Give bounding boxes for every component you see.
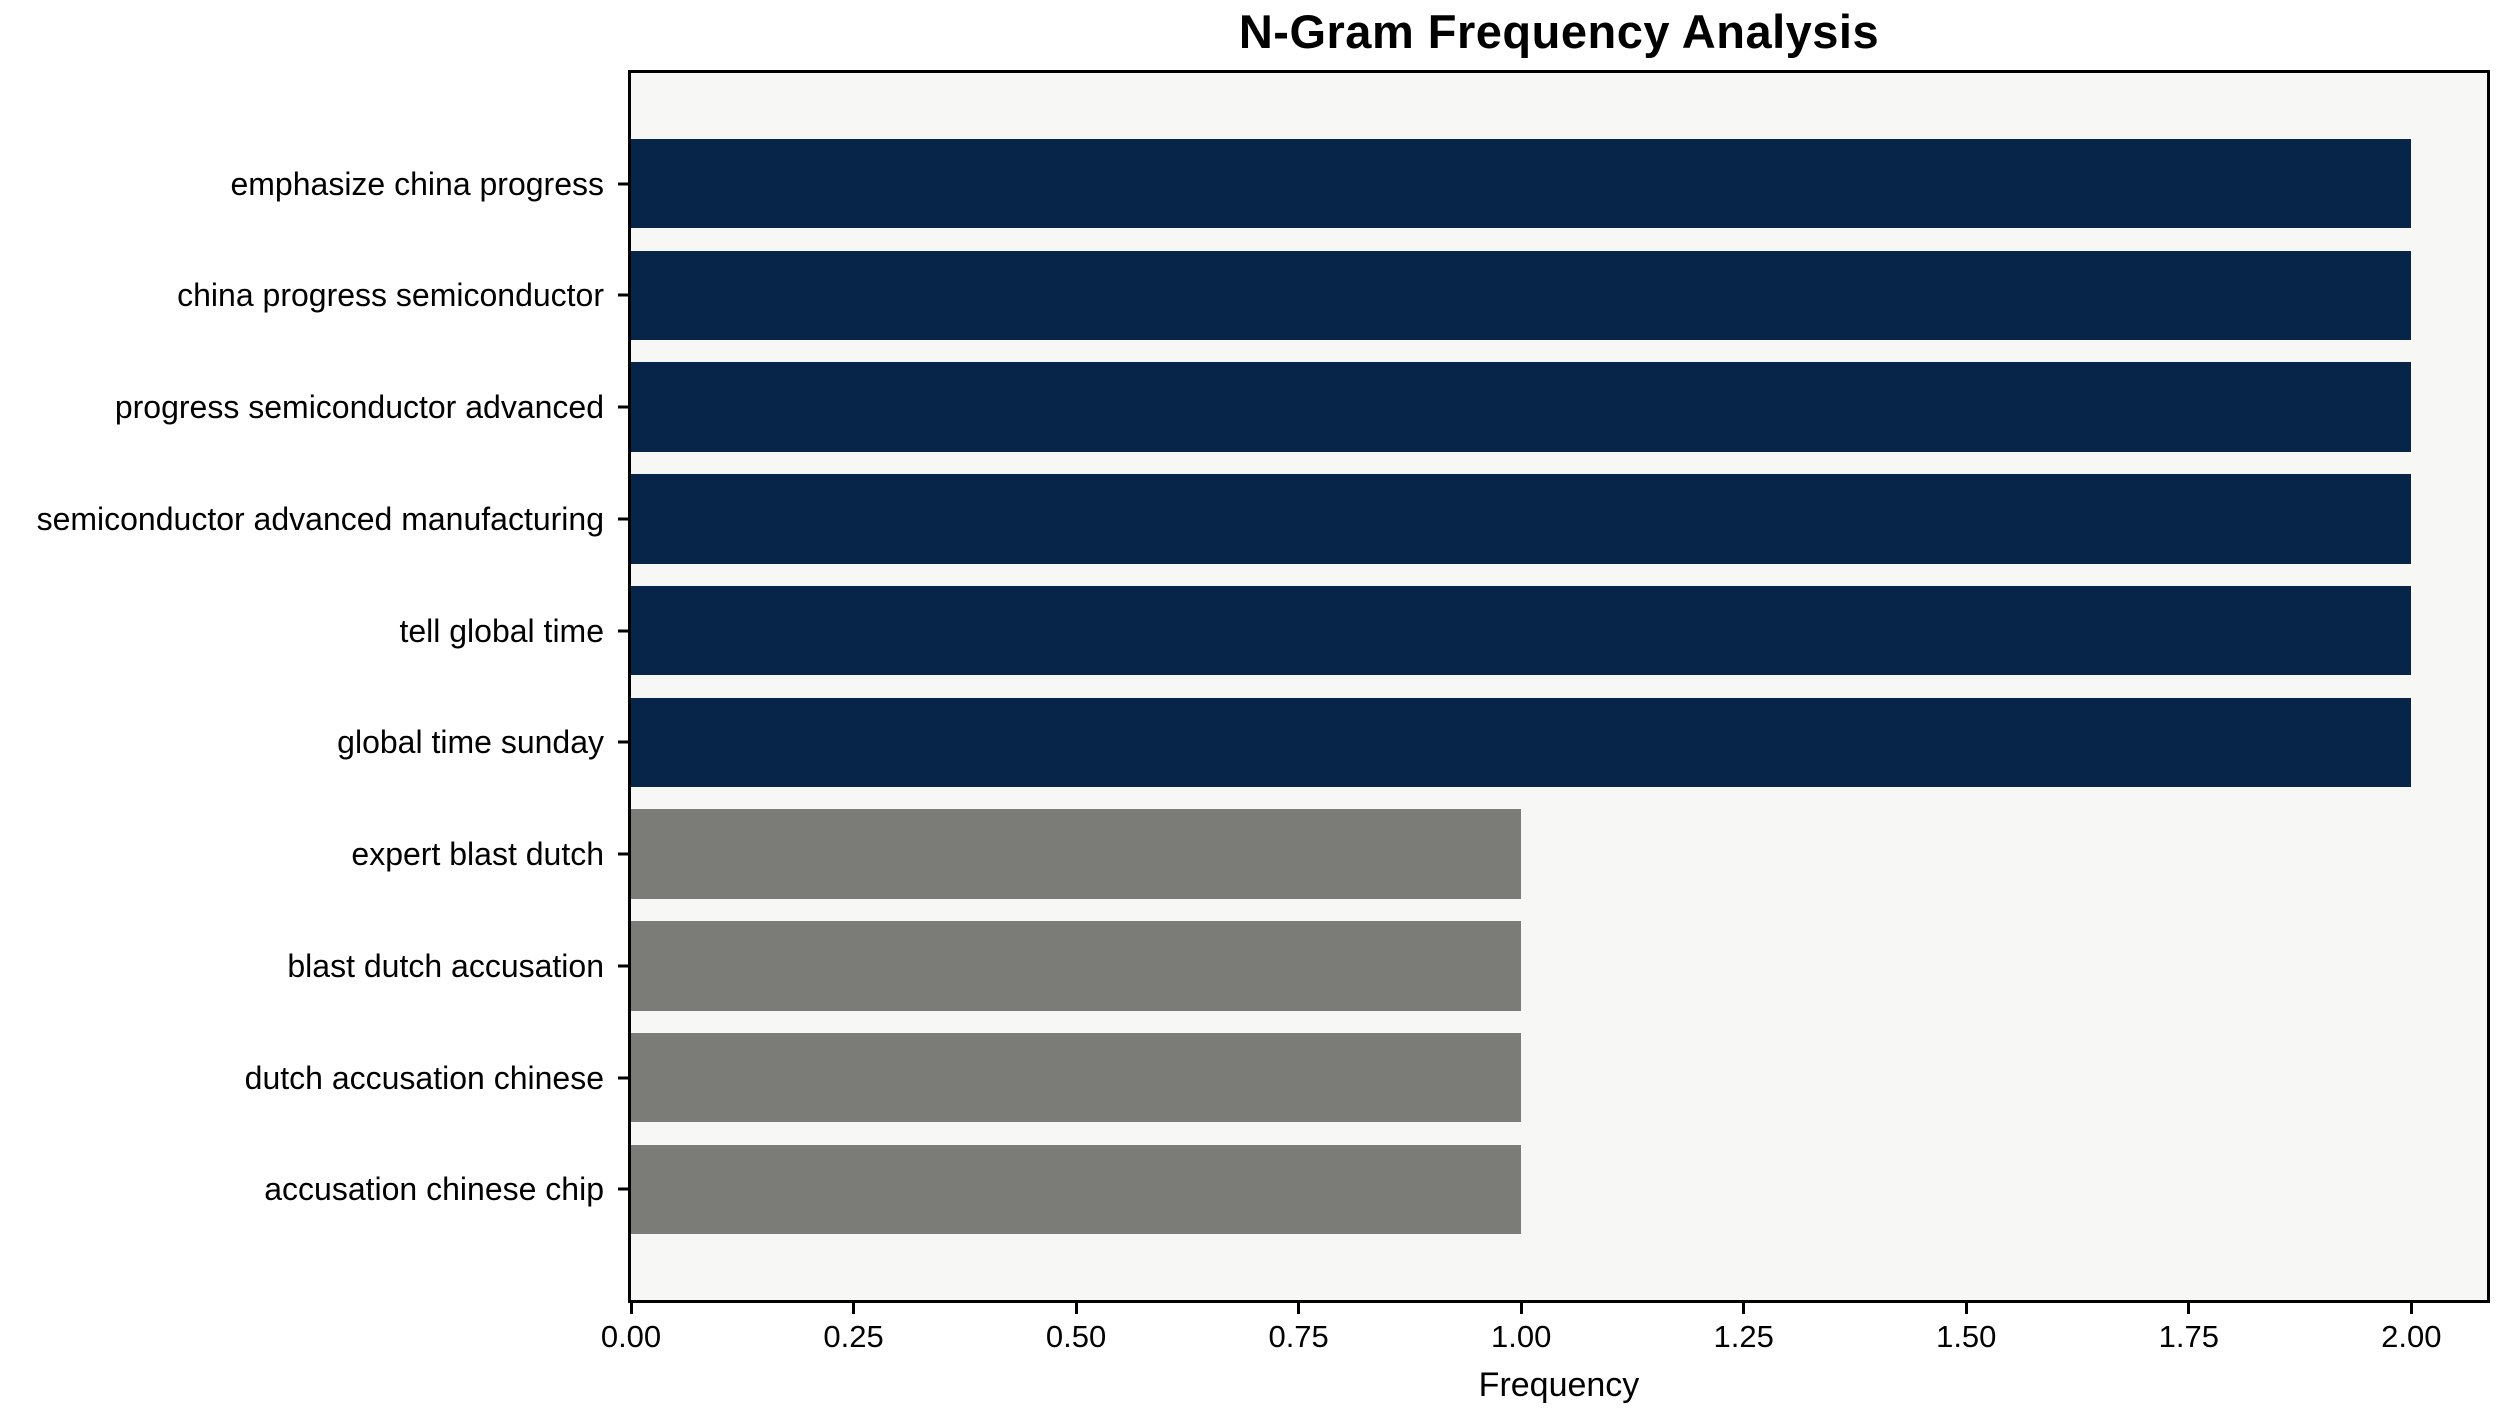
y-tick-mark — [618, 740, 628, 744]
bar-row: global time sunday — [337, 687, 2487, 799]
x-tick-mark — [1297, 1303, 1301, 1314]
bar — [631, 362, 2412, 452]
y-tick-label: progress semiconductor advanced — [114, 389, 604, 426]
bar-row: accusation chinese chip — [264, 1134, 2487, 1246]
x-tick-label: 1.00 — [1490, 1319, 1552, 1354]
x-tick-mark — [629, 1303, 633, 1314]
bar-row: semiconductor advanced manufacturing — [37, 463, 2487, 575]
y-tick-mark — [618, 517, 628, 521]
bar — [631, 1144, 1522, 1235]
y-tick-mark — [618, 1076, 628, 1080]
x-tick-label: 0.25 — [823, 1319, 884, 1354]
x-tick-label: 0.00 — [600, 1319, 662, 1354]
y-tick-label: semiconductor advanced manufacturing — [36, 500, 604, 537]
x-tick-label: 2.00 — [2381, 1319, 2442, 1354]
y-tick-label: accusation chinese chip — [264, 1171, 604, 1208]
x-tick-mark — [1742, 1303, 1746, 1314]
x-tick-mark — [2409, 1303, 2413, 1314]
x-tick-mark — [2187, 1303, 2191, 1314]
x-tick-label: 1.25 — [1713, 1319, 1774, 1354]
y-tick-label: dutch accusation chinese — [244, 1059, 604, 1096]
bar — [631, 138, 2412, 229]
x-axis: 0.00 0.25 0.50 0.75 1.00 1.25 1.50 1.75 2.00 — [601, 1303, 2487, 1413]
y-tick-mark — [618, 964, 628, 968]
x-tick-label: 1.75 — [2158, 1319, 2219, 1354]
bar — [631, 809, 1522, 899]
y-tick-label: china progress semiconductor — [177, 277, 604, 314]
y-tick-mark — [618, 852, 628, 856]
y-tick-mark — [618, 1187, 628, 1191]
y-tick-mark — [618, 405, 628, 409]
x-tick-label: 0.75 — [1268, 1319, 1329, 1354]
bar — [631, 697, 2412, 788]
bar-row: china progress semiconductor — [177, 240, 2487, 352]
bar — [631, 585, 2412, 676]
y-tick-mark — [618, 293, 628, 297]
x-tick-mark — [1519, 1303, 1523, 1314]
plot-area: emphasize china progress china progress s… — [37, 70, 2490, 1303]
x-axis-title: Frequency — [1478, 1366, 1640, 1404]
bar-row: expert blast dutch — [351, 798, 2487, 910]
bar-row: tell global time — [399, 575, 2487, 687]
x-tick-label: 1.50 — [1936, 1319, 1997, 1354]
bar — [631, 474, 2412, 564]
y-tick-label: global time sunday — [337, 724, 604, 761]
bar-row: blast dutch accusation — [287, 910, 2487, 1022]
plot-bottom-margin — [631, 1245, 2487, 1300]
x-tick-mark — [1964, 1303, 1968, 1314]
x-tick-mark — [852, 1303, 856, 1314]
chart-title: N-Gram Frequency Analysis — [1238, 5, 1880, 58]
bar — [631, 250, 2412, 341]
y-tick-mark — [618, 182, 628, 186]
bar-row: progress semiconductor advanced — [115, 351, 2487, 463]
bar — [631, 921, 1522, 1011]
plot-top-margin — [631, 73, 2487, 128]
y-tick-mark — [618, 629, 628, 633]
y-tick-label: tell global time — [399, 612, 604, 649]
y-tick-label: emphasize china progress — [230, 165, 604, 202]
x-tick-label: 0.50 — [1045, 1319, 1107, 1354]
x-tick-mark — [1074, 1303, 1078, 1314]
y-tick-label: blast dutch accusation — [287, 947, 604, 984]
bar-row: emphasize china progress — [230, 128, 2487, 240]
bar-row: dutch accusation chinese — [245, 1022, 2487, 1134]
y-tick-label: expert blast dutch — [351, 836, 604, 873]
bar — [631, 1032, 1522, 1123]
